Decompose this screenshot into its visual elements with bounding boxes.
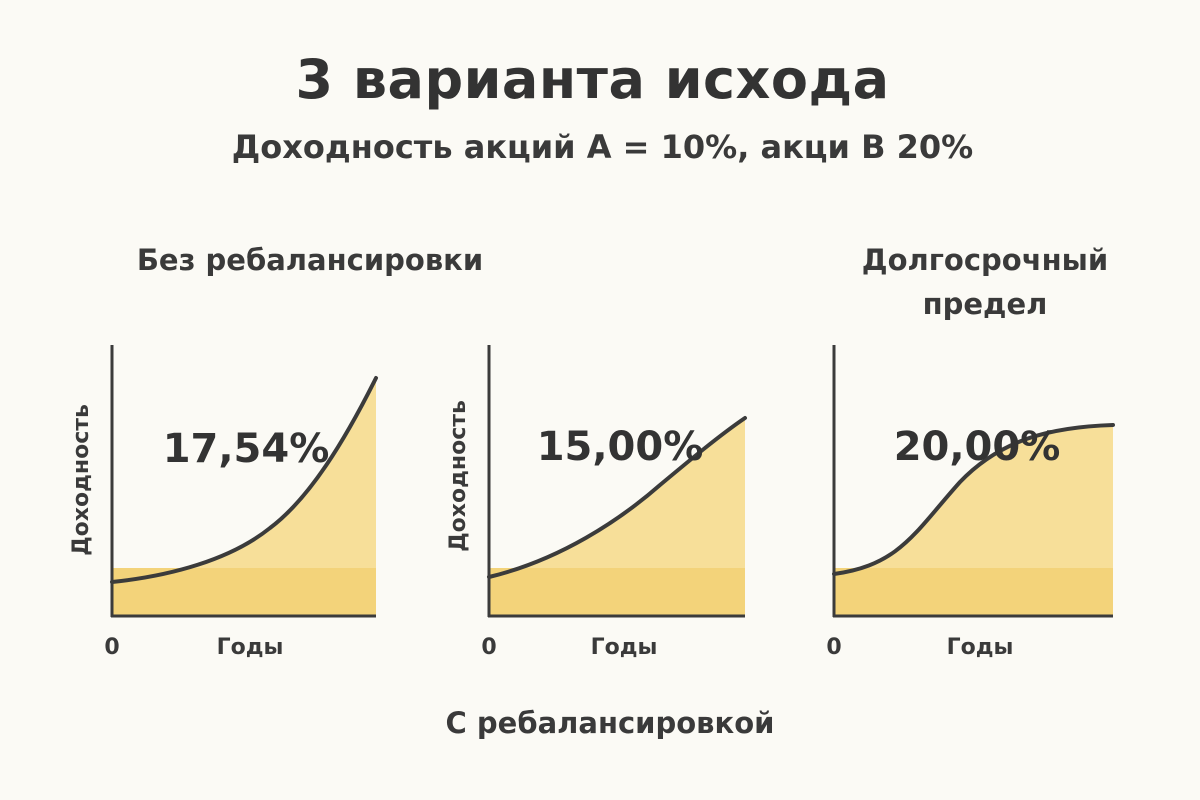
chart-2-x-axis-label: Годы <box>591 635 658 660</box>
chart-panel-1: Доходность 0 Годы 17,54% <box>69 345 378 660</box>
page-subtitle: Доходность акций A = 10%, акци B 20% <box>231 128 974 166</box>
chart-2-x-start-label: 0 <box>481 635 496 660</box>
chart-2-area <box>489 418 745 616</box>
chart-3-value-label: 20,00% <box>894 424 1061 470</box>
chart-1-x-start-label: 0 <box>104 635 119 660</box>
page-title: 3 варианта исхода <box>295 48 890 111</box>
chart-panel-3: 0 Годы 20,00% <box>826 345 1115 660</box>
chart-1-x-axis-label: Годы <box>217 635 284 660</box>
chart-3-lower-band <box>834 568 1113 616</box>
chart-1-area <box>112 378 376 616</box>
chart-1-value-label: 17,54% <box>163 426 330 472</box>
panel-title-no-rebalancing: Без ребалансировки <box>136 243 484 277</box>
chart-2-value-label: 15,00% <box>537 424 704 470</box>
chart-3-x-start-label: 0 <box>826 635 841 660</box>
chart-2-curve <box>487 416 747 579</box>
chart-2-y-axis-label: Доходность <box>446 400 471 552</box>
chart-2-lower-band <box>489 568 745 616</box>
chart-3-x-axis-label: Годы <box>947 635 1014 660</box>
chart-1-curve <box>110 376 378 584</box>
chart-panel-2: Доходность 0 Годы 15,00% <box>446 345 747 660</box>
bottom-caption: С ребалансировкой <box>445 706 775 740</box>
panel-title-long-term-limit: Долгосрочный предел <box>861 243 1109 321</box>
chart-1-y-axis-label: Доходность <box>69 404 94 556</box>
chart-3-curve <box>832 423 1115 576</box>
